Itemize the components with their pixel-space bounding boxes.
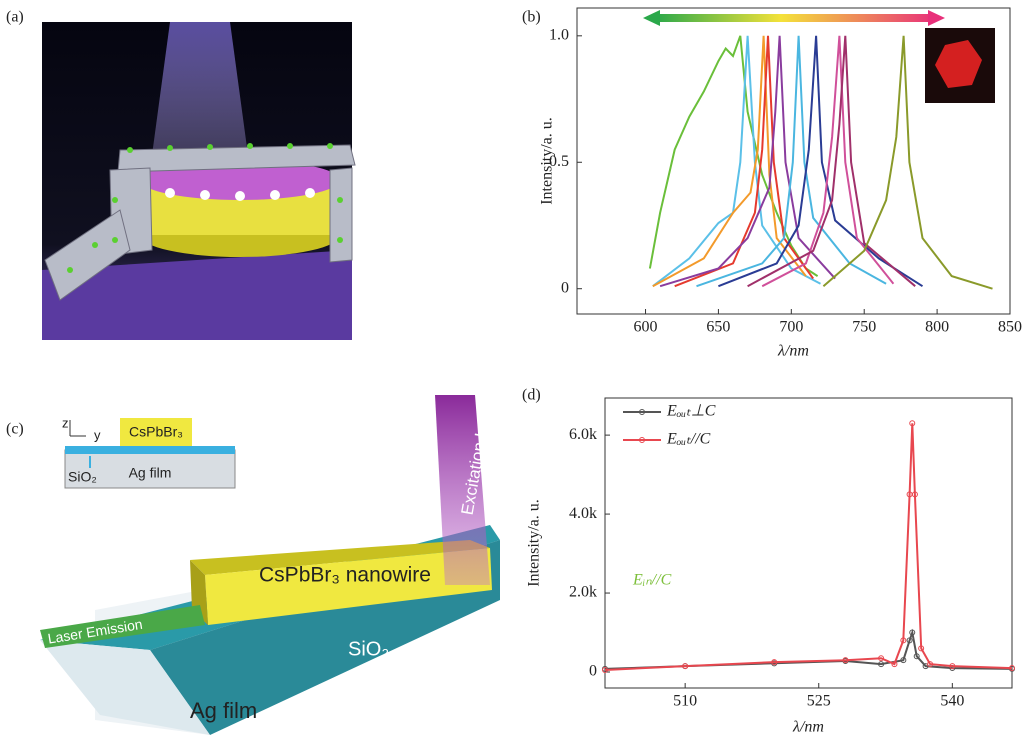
label: SiO₂ [348, 638, 389, 660]
label: CsPbBr₃ nanowire [259, 564, 431, 587]
y-tick-label: 6.0k [569, 426, 597, 443]
x-tick-label: 700 [779, 319, 803, 336]
axis-letter: z [62, 415, 69, 430]
x-tick-label: 540 [940, 693, 964, 710]
label: SiO₂ [68, 469, 97, 485]
panel-label: (b) [522, 9, 541, 26]
annotation: Eᵢₙ//C [632, 571, 672, 588]
series-line [605, 423, 1012, 670]
label: Ag film [190, 698, 257, 723]
axis-letter: y [472, 646, 479, 661]
x-tick-label: 650 [706, 319, 730, 336]
x-tick-label: 600 [634, 319, 658, 336]
x-tick-label: 800 [925, 319, 949, 336]
legend-label: Eₒᵤₜ//C [666, 431, 711, 448]
x-tick-label: 750 [852, 319, 876, 336]
x-axis-label: λ/nm [792, 719, 824, 736]
panel-label: (c) [6, 421, 24, 438]
axis-letter: y [94, 427, 101, 442]
y-axis-label: Intensity/a. u. [539, 117, 556, 205]
x-tick-label: 510 [673, 693, 697, 710]
x-tick-label: 850 [998, 319, 1022, 336]
axis-letter: x [468, 673, 475, 688]
x-tick-label: 525 [807, 693, 831, 710]
y-tick-label: 1.0 [549, 26, 569, 43]
label: Ag film [129, 465, 172, 481]
axis-letter: z [450, 634, 457, 649]
series-line [653, 36, 806, 286]
x-axis-label: λ/nm [777, 343, 809, 360]
panel-label: (a) [6, 9, 24, 26]
illustration-a [42, 22, 355, 340]
label: CsPbBr₃ [129, 424, 183, 440]
y-tick-label: 0 [589, 663, 597, 680]
y-tick-label: 2.0k [569, 584, 597, 601]
y-axis-label: Intensity/a. u. [526, 499, 543, 587]
y-tick-label: 4.0k [569, 505, 597, 522]
legend-label: Eₒᵤₜ⊥C [666, 403, 716, 420]
panel-label: (d) [522, 387, 541, 404]
series-line [660, 36, 835, 286]
figure: (a) (b) (c) (d) [0, 0, 1025, 741]
y-tick-label: 0 [561, 279, 569, 296]
